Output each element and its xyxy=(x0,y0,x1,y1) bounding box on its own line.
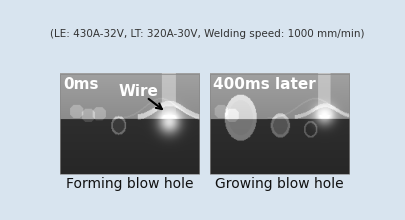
Text: Forming blow hole: Forming blow hole xyxy=(66,176,194,191)
Text: 0ms: 0ms xyxy=(63,77,98,92)
Bar xyxy=(60,74,199,174)
Text: 400ms later: 400ms later xyxy=(213,77,315,92)
Text: Growing blow hole: Growing blow hole xyxy=(215,176,343,191)
Text: (LE: 430A-32V, LT: 320A-30V, Welding speed: 1000 mm/min): (LE: 430A-32V, LT: 320A-30V, Welding spe… xyxy=(50,29,364,39)
Text: Wire: Wire xyxy=(119,84,158,99)
Bar xyxy=(209,74,349,174)
